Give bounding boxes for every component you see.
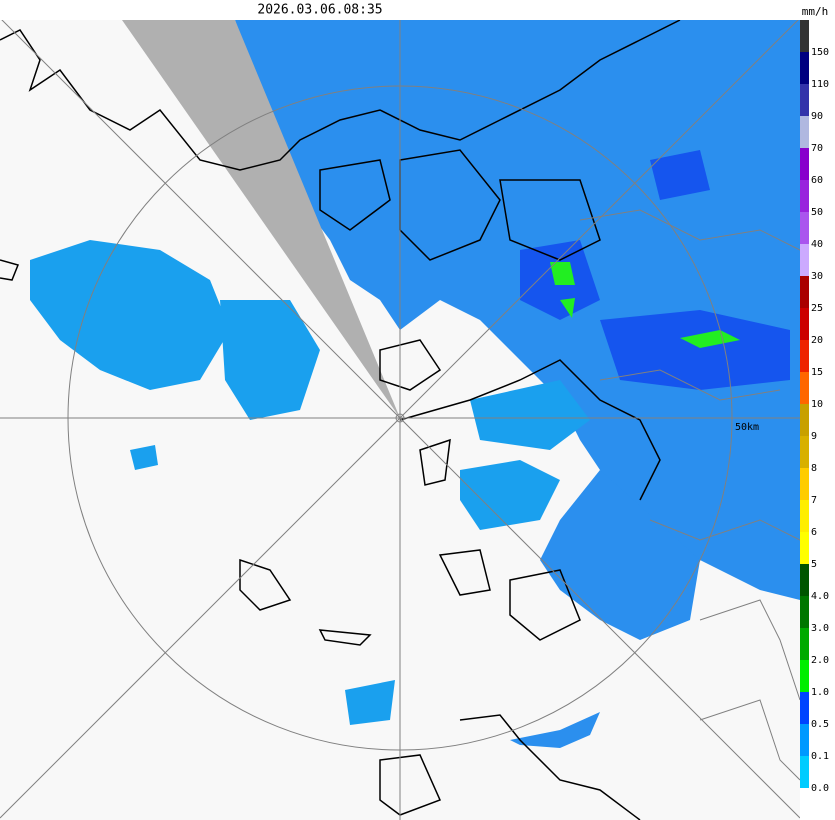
rain-area <box>30 240 230 390</box>
boundary <box>579 209 800 251</box>
scale-label: 25 <box>811 303 823 314</box>
scale-swatch <box>800 20 809 52</box>
scale-swatch <box>800 500 809 532</box>
scale-label: 10 <box>811 399 823 410</box>
boundary <box>699 699 800 781</box>
scale-label: 8 <box>811 463 817 474</box>
coastline <box>399 359 661 501</box>
scale-label: 1.0 <box>811 687 829 698</box>
rain-area <box>600 310 790 390</box>
scale-swatch <box>800 180 809 212</box>
coastline <box>499 179 601 261</box>
rain-light <box>30 240 590 725</box>
scale-swatch <box>800 308 809 340</box>
island <box>318 629 372 646</box>
island <box>509 569 581 641</box>
coastline <box>0 20 681 171</box>
rain-area <box>130 445 158 470</box>
scale-label: 150 <box>811 47 829 58</box>
color-scale: 150 110 90 70 60 50 40 30 25 20 15 10 9 8 7 6 5 4.0 3.0 2.0… <box>800 20 829 820</box>
scale-label: 50 <box>811 207 823 218</box>
scale-swatch <box>800 436 809 468</box>
scale-swatch <box>800 84 809 116</box>
scale-label: 40 <box>811 239 823 250</box>
island <box>438 549 491 596</box>
scale-swatch <box>800 404 809 436</box>
scale-label: 0.1 <box>811 751 829 762</box>
island <box>239 558 292 611</box>
scale-swatch <box>800 276 809 308</box>
scale-swatch <box>800 756 809 788</box>
scale-swatch <box>800 596 809 628</box>
boundary <box>699 599 800 701</box>
scale-swatch <box>800 788 809 820</box>
rain-area <box>560 298 575 318</box>
scale-swatch <box>800 148 809 180</box>
scale-label: 7 <box>811 495 817 506</box>
coastline <box>319 159 391 231</box>
rain-area <box>220 300 320 420</box>
rain-area <box>345 680 395 725</box>
scale-label: 90 <box>811 111 823 122</box>
coastline <box>419 438 451 486</box>
scale-label: 0.0 <box>811 783 829 794</box>
scale-label: 3.0 <box>811 623 829 634</box>
rain-area <box>680 330 740 348</box>
scale-label: 30 <box>811 271 823 282</box>
scale-swatch <box>800 532 809 564</box>
unit-label: mm/h <box>802 5 829 18</box>
boundary <box>599 369 781 401</box>
scale-swatch <box>800 52 809 84</box>
radar-site <box>395 413 405 423</box>
scale-swatch <box>800 564 809 596</box>
scale-label: 9 <box>811 431 817 442</box>
scale-label: 5 <box>811 559 817 570</box>
scale-label: 2.0 <box>811 655 829 666</box>
scale-label: 4.0 <box>811 591 829 602</box>
scale-label: 60 <box>811 175 823 186</box>
coastline <box>0 259 20 281</box>
island <box>379 754 442 816</box>
rain-area <box>550 262 575 285</box>
map: 50km <box>0 20 800 820</box>
rain-area <box>470 380 590 450</box>
scale-swatch <box>800 468 809 500</box>
map-area: 50km <box>0 20 800 820</box>
scale-label: 70 <box>811 143 823 154</box>
rain-area <box>510 712 600 748</box>
boundaries <box>579 209 800 781</box>
scale-swatch <box>800 628 809 660</box>
rain-area <box>650 150 710 200</box>
coastlines <box>0 20 681 820</box>
blocked-sector <box>122 20 400 418</box>
scale-label: 6 <box>811 527 817 538</box>
rain-green <box>550 262 740 348</box>
scale-swatch <box>800 724 809 756</box>
range-label: 50km <box>735 422 759 433</box>
scale-swatch <box>800 660 809 692</box>
diagonal <box>0 20 799 819</box>
scale-swatch <box>800 212 809 244</box>
scale-swatch <box>800 340 809 372</box>
range-rings <box>0 20 800 820</box>
scale-swatch <box>800 116 809 148</box>
scale-label: 110 <box>811 79 829 90</box>
scale-swatch <box>800 244 809 276</box>
timestamp: 2026.03.06.08:35 <box>257 3 382 18</box>
scale-label: 15 <box>811 367 823 378</box>
scale-label: 0.5 <box>811 719 829 730</box>
rain-area <box>460 460 560 530</box>
scale-swatch <box>800 372 809 404</box>
coastline <box>459 714 641 820</box>
coastline <box>379 339 442 391</box>
scale-label: 20 <box>811 335 823 346</box>
boundary <box>649 519 800 541</box>
scale-swatch <box>800 692 809 724</box>
